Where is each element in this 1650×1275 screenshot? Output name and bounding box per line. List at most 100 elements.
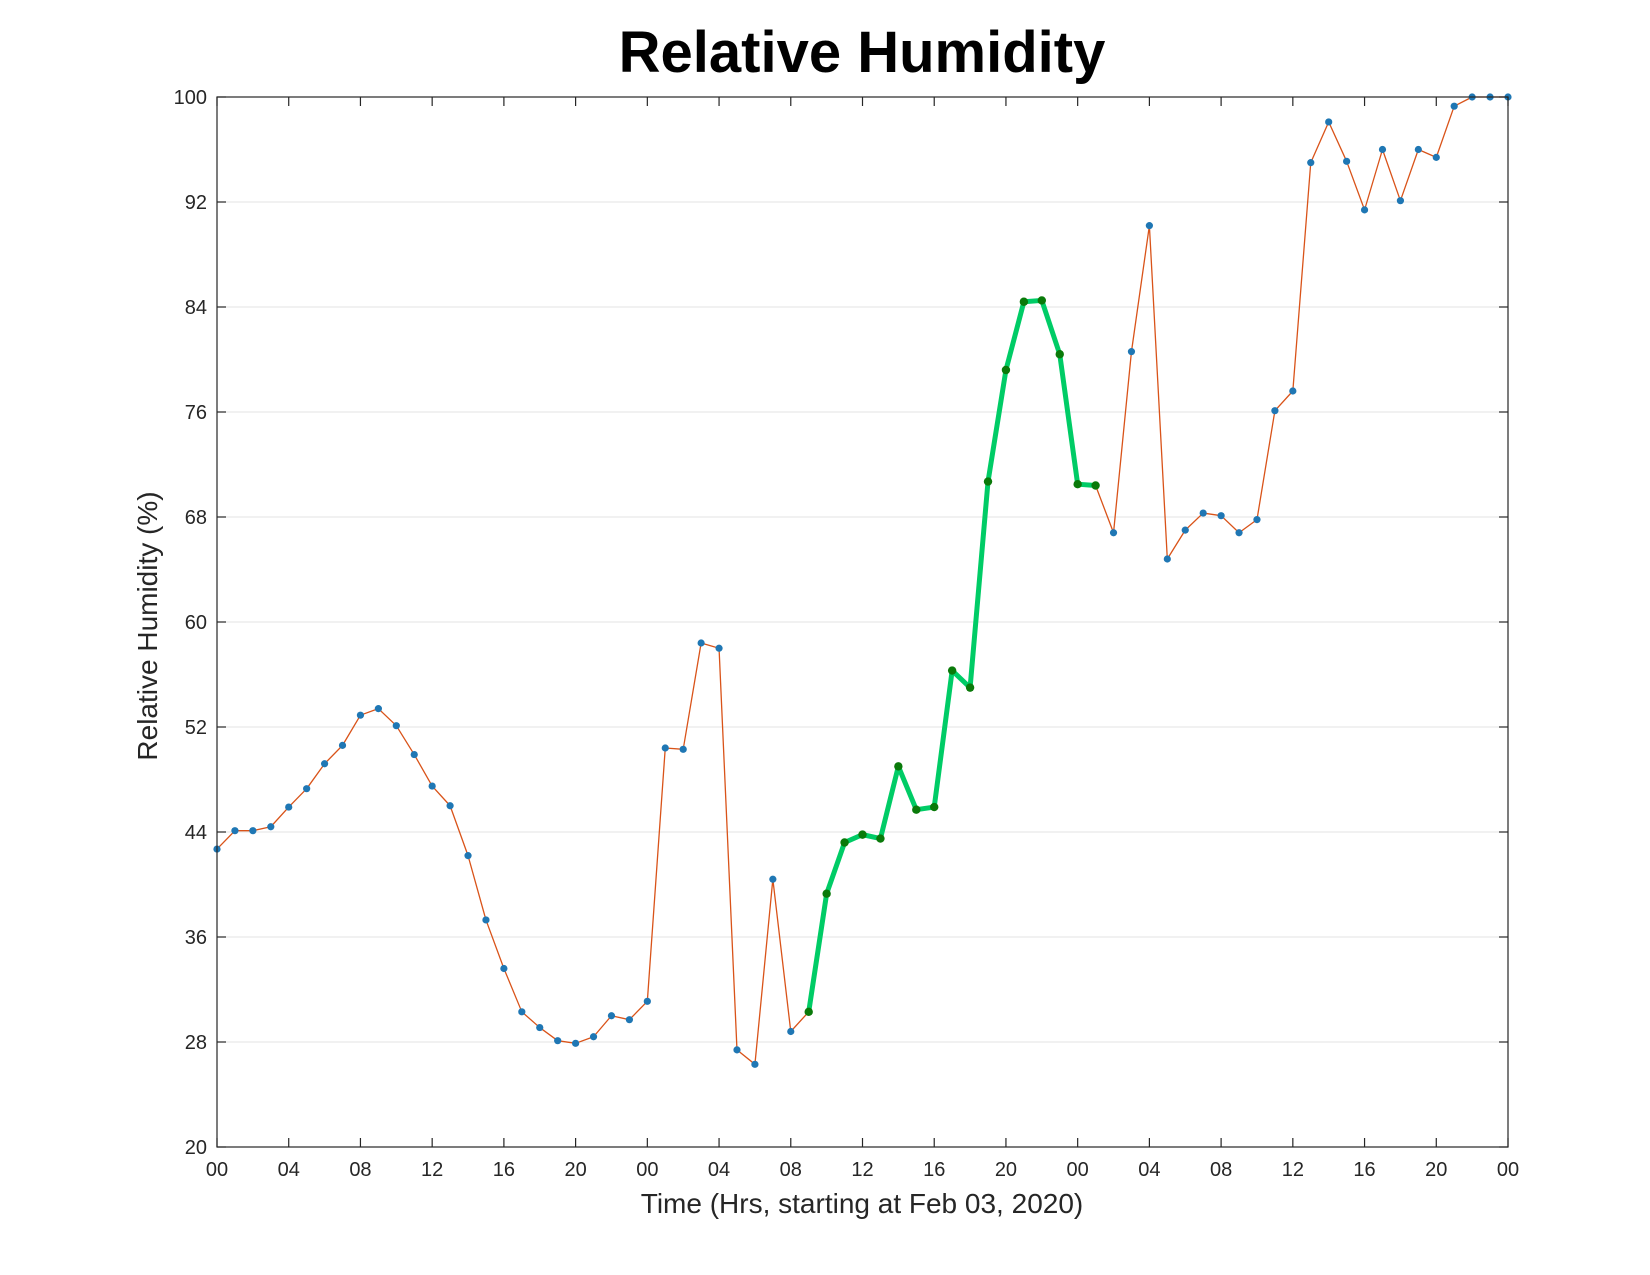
data-point [392,722,400,730]
data-point [464,852,472,860]
highlighted-data-point [1019,297,1029,306]
data-point [1360,206,1369,214]
data-point [303,785,311,793]
data-point [374,705,382,713]
data-point [267,823,275,831]
data-point [1253,516,1261,524]
data-point [446,802,454,810]
data-point [1396,197,1405,205]
data-point [428,782,436,790]
highlighted-data-point [1073,479,1082,489]
x-tick-label: 04 [278,1159,300,1181]
data-point [249,827,257,835]
highlighted-data-point [840,838,849,847]
data-point [338,741,347,749]
y-tick-label: 100 [174,87,207,109]
data-point [482,916,490,924]
x-tick-label: 08 [780,1159,802,1181]
data-point [1199,509,1207,517]
humidity-series-line [216,96,1508,1065]
highlighted-data-point [876,834,885,843]
x-tick-label: 04 [1138,1159,1160,1181]
data-point [536,1023,544,1032]
data-point [589,1033,598,1041]
highlighted-data-point [1055,350,1064,359]
data-point [679,745,687,753]
data-point [733,1046,741,1054]
data-point [1127,348,1136,356]
data-point [715,644,723,652]
data-point [231,827,239,835]
data-point [1325,118,1333,126]
data-point [1450,102,1458,110]
y-tick-label: 60 [185,612,207,634]
data-point [769,875,777,883]
data-point [607,1012,616,1020]
y-tick-label: 44 [185,822,207,844]
y-tick-label: 76 [185,402,207,424]
highlighted-series-line [806,297,1099,1015]
x-axis-label: Time (Hrs, starting at Feb 03, 2020) [641,1188,1083,1219]
data-point [1163,555,1171,563]
data-point [500,964,508,973]
data-point [751,1060,759,1068]
highlighted-data-point [894,762,903,771]
data-point [518,1008,526,1016]
x-tick-label: 00 [1497,1159,1519,1181]
x-tick-label: 00 [636,1159,658,1181]
data-point [1235,529,1243,537]
y-tick-label: 20 [185,1137,207,1159]
data-point [356,711,365,719]
x-tick-label: 08 [1210,1159,1232,1181]
highlighted-data-point [1091,481,1100,490]
data-point [572,1039,580,1047]
x-tick-label: 16 [1353,1159,1375,1181]
y-tick-label: 52 [185,717,207,739]
y-tick-label: 36 [185,927,207,949]
x-tick-label: 12 [851,1159,873,1181]
highlighted-data-point [822,889,831,898]
data-point [1289,387,1297,395]
highlighted-data-point [1037,296,1047,305]
x-tick-label: 16 [923,1159,945,1181]
x-tick-label: 12 [421,1159,443,1181]
data-point [661,744,669,752]
y-tick-label: 92 [185,192,207,214]
highlighted-data-point [947,666,957,675]
x-tick-label: 00 [206,1159,228,1181]
data-point [1145,222,1153,230]
x-tick-label: 20 [564,1159,586,1181]
x-tick-label: 04 [708,1159,730,1181]
y-axis-label: Relative Humidity (%) [132,491,163,760]
x-tick-label: 20 [995,1159,1017,1181]
data-point [1343,157,1351,165]
x-tick-label: 08 [349,1159,371,1181]
highlighted-data-point [912,805,921,814]
data-point [1217,512,1225,520]
plot-series [213,93,1512,1068]
data-point [697,639,705,647]
data-point [1109,529,1118,537]
data-point [1307,159,1315,167]
data-point [625,1016,634,1024]
highlighted-data-point [983,477,993,486]
data-point [410,750,418,759]
x-tick-label: 16 [493,1159,515,1181]
data-point [643,997,651,1005]
highlighted-data-point [1001,365,1011,375]
y-tick-label: 68 [185,507,207,529]
highlighted-data-point [858,830,867,839]
data-point [787,1027,795,1036]
data-point [1414,145,1422,154]
chart-title: Relative Humidity [619,20,1106,85]
highlighted-data-point [804,1007,813,1017]
x-tick-label: 12 [1282,1159,1304,1181]
x-tick-label: 00 [1067,1159,1089,1181]
y-tick-label: 28 [185,1032,207,1054]
data-point [320,760,329,768]
data-point [1181,526,1189,534]
x-tick-label: 20 [1425,1159,1447,1181]
grid-lines [217,96,1508,1148]
